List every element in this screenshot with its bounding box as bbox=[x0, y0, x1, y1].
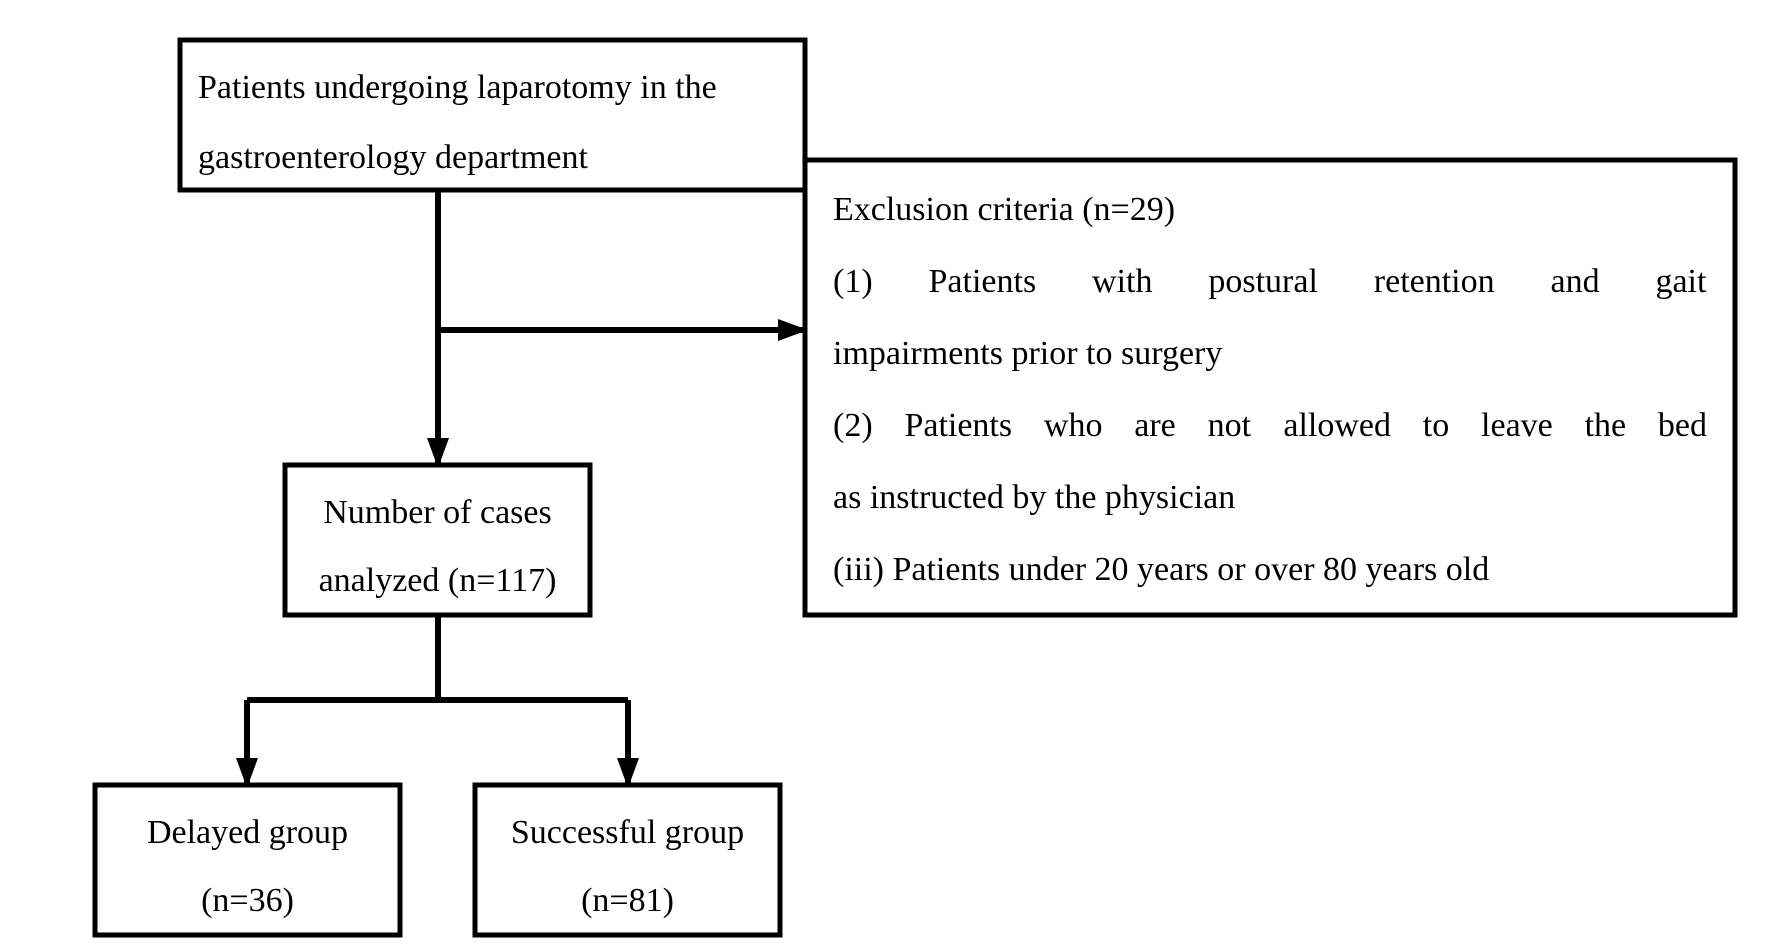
node-text: (n=81) bbox=[581, 882, 674, 919]
node-text: as instructed by the physician bbox=[833, 479, 1235, 516]
node-text: with bbox=[1092, 263, 1152, 300]
node-text: impairments prior to surgery bbox=[833, 335, 1222, 372]
node-text: Delayed group bbox=[147, 814, 348, 851]
node-text: bed bbox=[1658, 407, 1707, 444]
node-text: (iii) Patients under 20 years or over 80… bbox=[833, 551, 1489, 588]
node-delayed: Delayed group (n=36) bbox=[95, 785, 400, 935]
node-text: postural bbox=[1208, 263, 1318, 300]
node-analyzed: Number of cases analyzed (n=117) bbox=[285, 465, 590, 615]
node-text: Patients bbox=[904, 407, 1012, 444]
node-successful: Successful group (n=81) bbox=[475, 785, 780, 935]
node-text: allowed bbox=[1283, 407, 1391, 444]
node-text: Patients undergoing laparotomy in the bbox=[198, 69, 717, 106]
node-text: (2) bbox=[833, 407, 873, 444]
node-text: gastroenterology department bbox=[198, 139, 588, 176]
node-text: to bbox=[1423, 407, 1449, 444]
node-text: are bbox=[1134, 407, 1176, 444]
node-text: Number of cases bbox=[323, 494, 551, 531]
node-text: not bbox=[1208, 407, 1252, 444]
node-text: Successful group bbox=[511, 814, 744, 851]
flowchart-root: Patients undergoing laparotomy in the gas… bbox=[0, 0, 1772, 950]
node-exclusion: Exclusion criteria (n=29) (1) Patients with… bbox=[805, 160, 1735, 615]
node-start: Patients undergoing laparotomy in the gas… bbox=[180, 40, 805, 190]
node-text: Exclusion criteria (n=29) bbox=[833, 191, 1175, 228]
node-text: the bbox=[1585, 407, 1627, 444]
node-text: leave bbox=[1481, 407, 1553, 444]
node-text: and bbox=[1551, 263, 1600, 300]
node-text: Patients bbox=[929, 263, 1037, 300]
node-text: who bbox=[1044, 407, 1103, 444]
node-text: gait bbox=[1655, 263, 1707, 300]
node-text: analyzed (n=117) bbox=[319, 562, 557, 599]
node-text: retention bbox=[1374, 263, 1495, 300]
node-text: (n=36) bbox=[201, 882, 294, 919]
node-text: (1) bbox=[833, 263, 873, 300]
